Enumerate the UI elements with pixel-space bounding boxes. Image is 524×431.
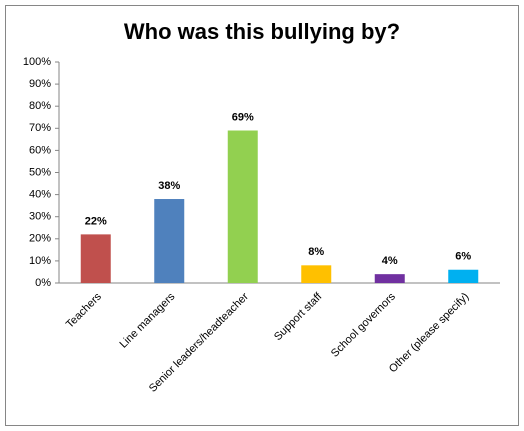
- y-tick-label: 80%: [29, 100, 51, 112]
- y-tick-label: 40%: [29, 189, 51, 201]
- value-label: 8%: [308, 246, 324, 258]
- y-tick-label: 10%: [29, 255, 51, 267]
- value-label: 4%: [382, 255, 398, 267]
- bar: [154, 199, 185, 283]
- bar: [374, 274, 405, 283]
- bar: [301, 265, 332, 283]
- value-label: 38%: [158, 180, 180, 192]
- y-tick-label: 70%: [29, 122, 51, 134]
- bar: [448, 269, 479, 283]
- bar: [227, 130, 258, 283]
- y-tick-label: 60%: [29, 144, 51, 156]
- y-tick-label: 100%: [23, 56, 51, 68]
- chart-title: Who was this bullying by?: [124, 19, 400, 44]
- y-tick-label: 30%: [29, 211, 51, 223]
- bar: [80, 234, 111, 283]
- chart-border: [5, 5, 519, 426]
- y-tick-label: 90%: [29, 78, 51, 90]
- value-label: 6%: [455, 251, 471, 263]
- value-label: 22%: [85, 215, 107, 227]
- y-tick-label: 20%: [29, 233, 51, 245]
- value-label: 69%: [232, 111, 254, 123]
- y-tick-label: 0%: [35, 277, 51, 289]
- y-tick-label: 50%: [29, 166, 51, 178]
